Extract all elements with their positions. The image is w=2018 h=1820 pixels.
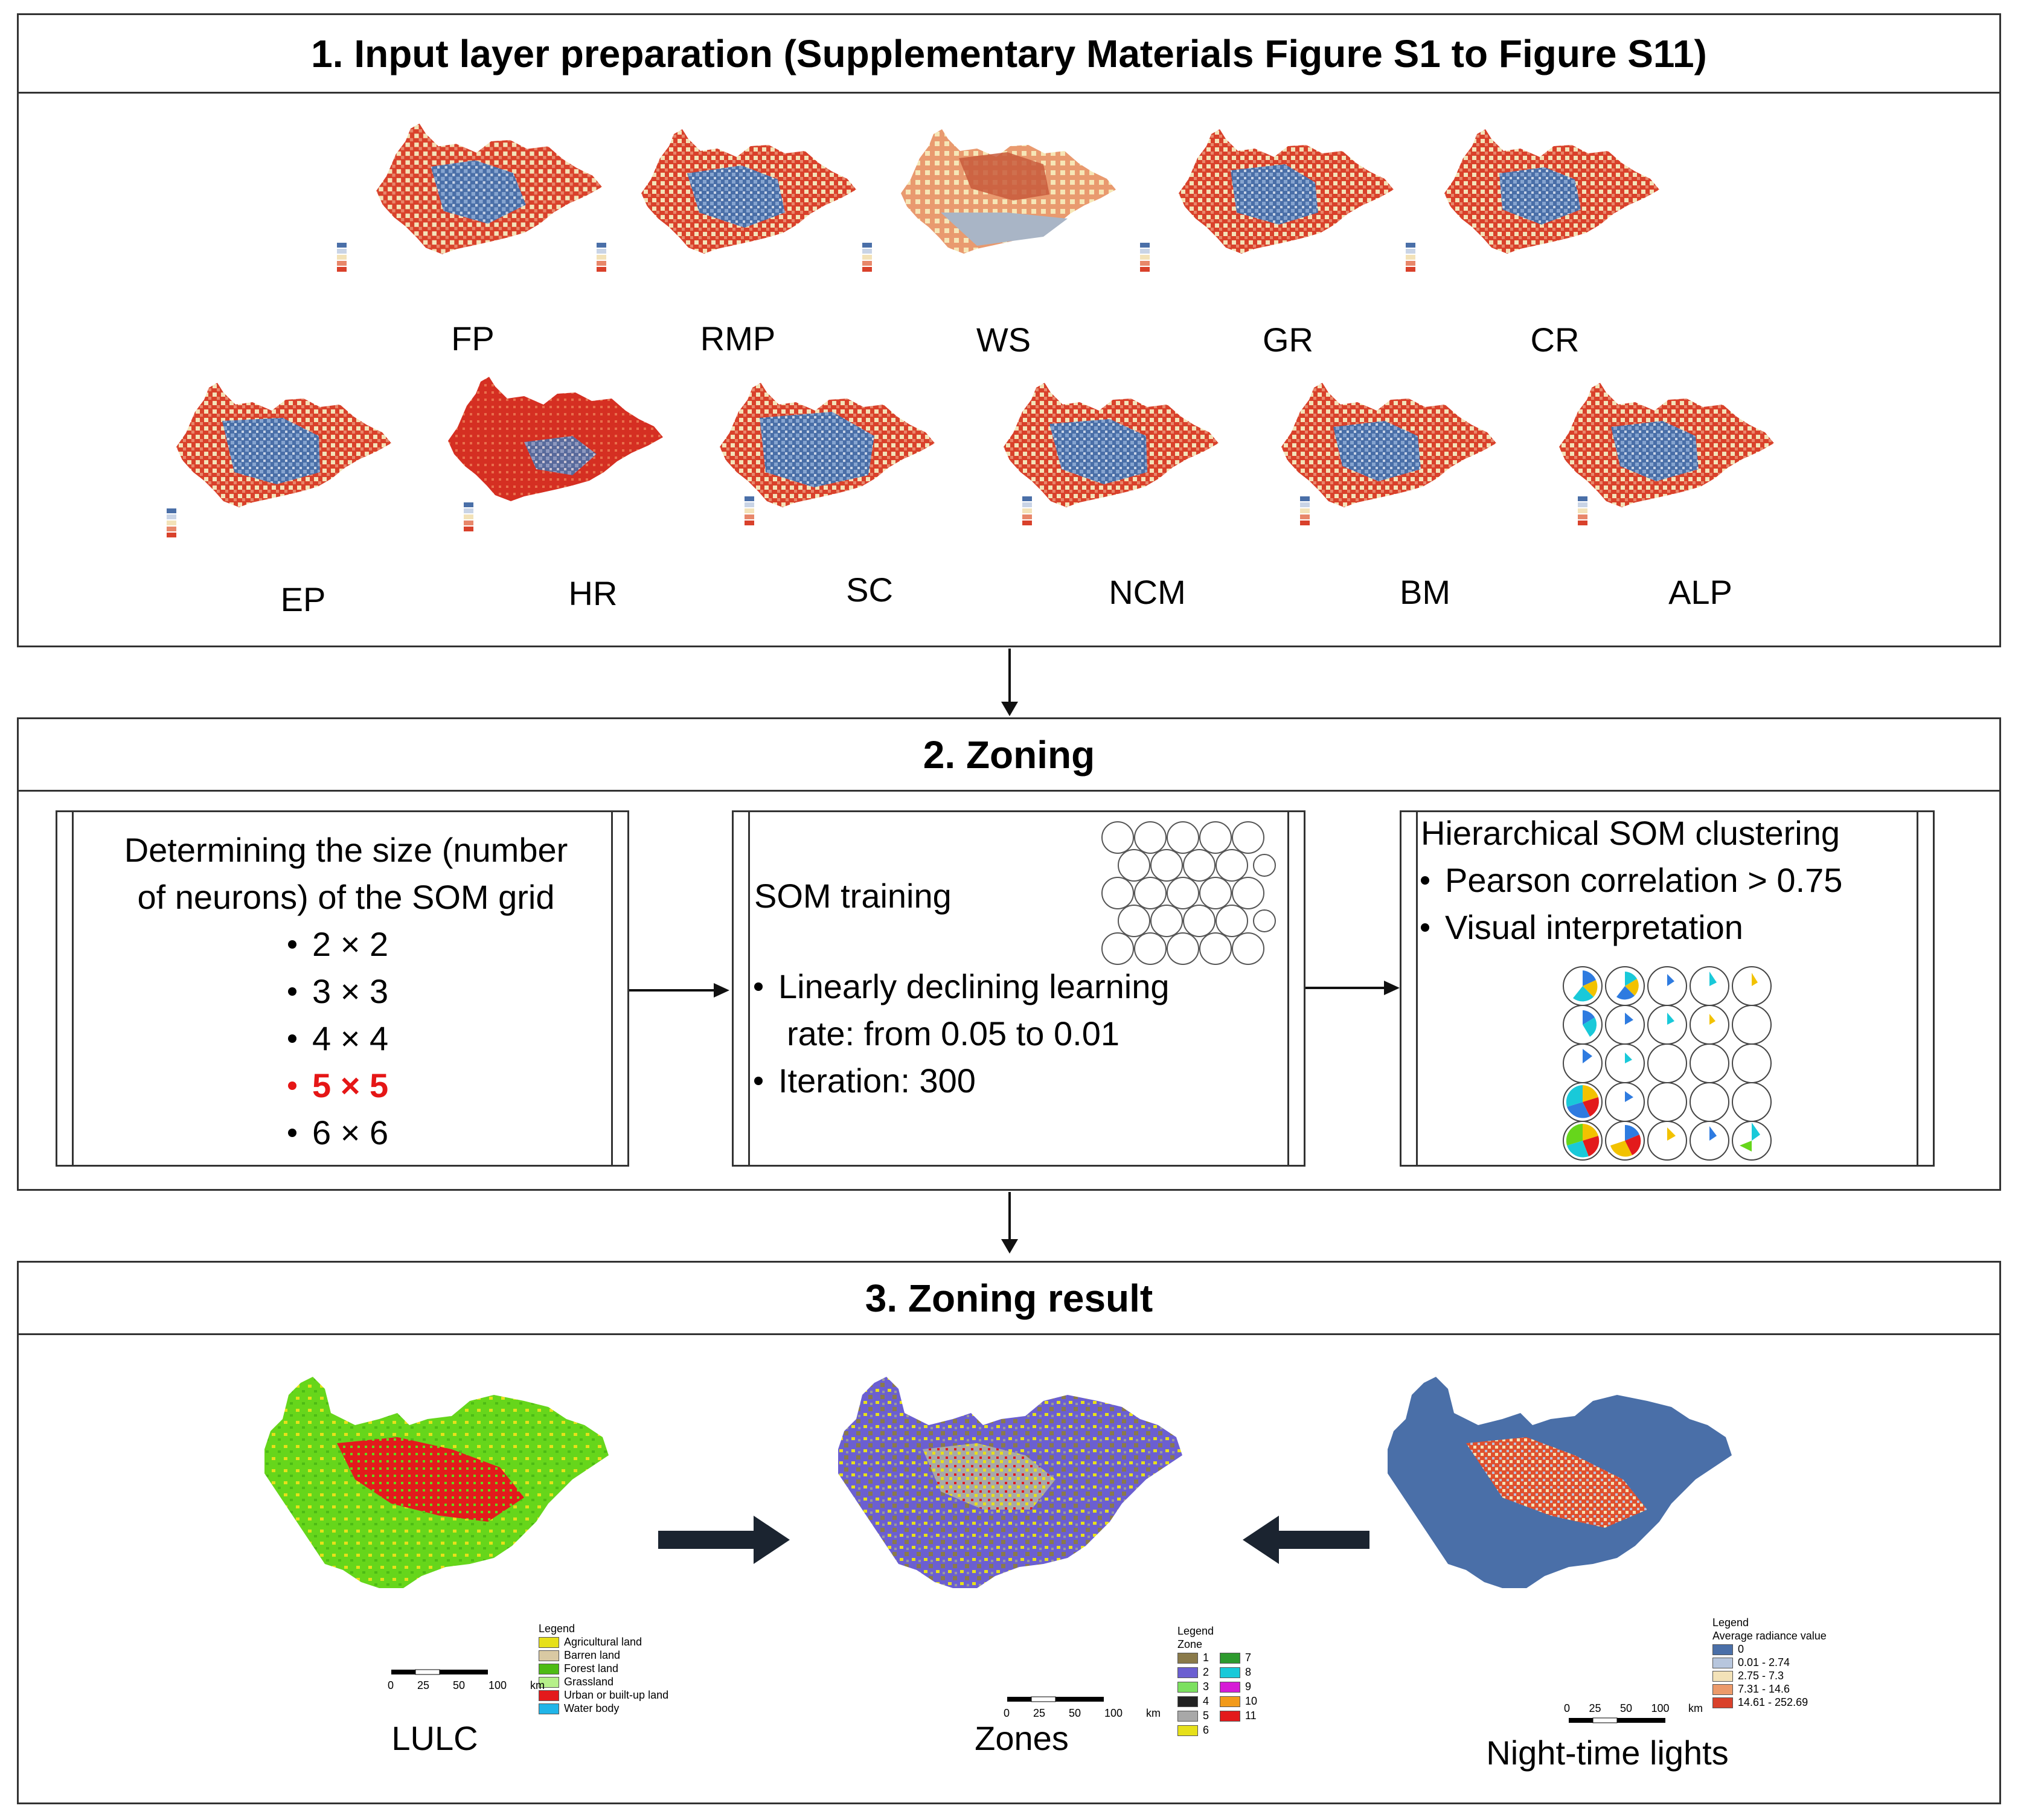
legend-lulc-item: Grassland [564, 1676, 614, 1688]
arrow-training-to-clustering [1305, 981, 1400, 995]
legend-zones-label: Zone [1177, 1638, 1203, 1650]
arrow-ntl-to-zones [1243, 1516, 1369, 1564]
result-maps-svg [264, 1377, 1732, 1723]
section-1-title: 1. Input layer preparation (Supplementar… [19, 15, 1999, 94]
arrow-2-to-3 [1001, 1192, 1018, 1254]
legend-ntl-item: 7.31 - 14.6 [1738, 1683, 1790, 1695]
legend-lulc-item: Forest land [564, 1662, 619, 1674]
scale-labels-zones: 0 25 50 100 km [1004, 1707, 1161, 1719]
map-label-zones: Zones [975, 1719, 1069, 1757]
clustering-bullet-visual: Visual interpretation [1421, 904, 1743, 951]
legend-zone-item: 6 [1203, 1724, 1209, 1736]
scale-bar-lulc [391, 1669, 488, 1675]
panel-som-training: SOM training Linearly declining learning… [732, 810, 1305, 1167]
grid-option-6x6: 6 × 6 [288, 1109, 388, 1156]
map-label-lulc: LULC [391, 1719, 478, 1757]
mini-legends [167, 243, 1587, 537]
map-label-rmp: RMP [700, 319, 776, 357]
som-cluster-icon [1563, 966, 1772, 1161]
legend-zone-item: 7 [1245, 1652, 1252, 1664]
map-zones [838, 1377, 1182, 1588]
map-label-night-time-lights: Night-time lights [1486, 1734, 1729, 1772]
clustering-title: Hierarchical SOM clustering [1421, 814, 1840, 852]
map-cr [1444, 129, 1659, 254]
legend-zone-item: 11 [1245, 1709, 1257, 1722]
map-hr [448, 377, 663, 501]
map-label-alp: ALP [1668, 573, 1732, 611]
legend-lulc-title: Legend [539, 1623, 575, 1635]
map-alp [1559, 383, 1774, 507]
legend-lulc-item: Barren land [564, 1649, 621, 1661]
map-label-ws: WS [976, 321, 1031, 359]
arrow-grid-to-training [629, 983, 729, 998]
map-ep [176, 383, 391, 507]
legend-ntl-item: 0.01 - 2.74 [1738, 1656, 1790, 1668]
map-ws [901, 129, 1116, 254]
grid-size-line2: of neurons) of the SOM grid [137, 878, 555, 916]
legend-zone-item: 8 [1245, 1666, 1252, 1678]
map-label-gr: GR [1263, 321, 1313, 359]
legend-ntl-item: 2.75 - 7.3 [1738, 1670, 1784, 1682]
section-3-title: 3. Zoning result [19, 1263, 1999, 1335]
legend-lulc: Legend Agricultural land Barren land For… [539, 1622, 668, 1715]
grid-option-2x2: 2 × 2 [288, 921, 388, 968]
legend-zone-item: 3 [1203, 1681, 1209, 1693]
map-label-ncm: NCM [1109, 573, 1186, 611]
clustering-bullet-pearson: Pearson correlation > 0.75 [1421, 857, 1842, 904]
map-night-time-lights [1388, 1377, 1732, 1588]
map-sc [720, 383, 935, 507]
legend-zone-item: 2 [1203, 1666, 1209, 1678]
legend-zones: Legend Zone 1 7 2 8 3 9 4 10 5 11 6 [1177, 1624, 1262, 1737]
map-label-cr: CR [1530, 321, 1580, 359]
legend-ntl: Legend Average radiance value 0 0.01 - 2… [1712, 1616, 1827, 1709]
map-lulc [264, 1377, 609, 1588]
legend-ntl-subtitle: Average radiance value [1712, 1630, 1827, 1642]
legend-ntl-item: 0 [1738, 1643, 1744, 1655]
grid-option-4x4: 4 × 4 [288, 1015, 388, 1062]
panel-hierarchical-clustering: Hierarchical SOM clustering Pearson corr… [1400, 810, 1935, 1167]
legend-lulc-item: Water body [564, 1702, 620, 1714]
section-input-layer: 1. Input layer preparation (Supplementar… [17, 13, 2001, 647]
scale-labels-lulc: 0 25 50 100 km [388, 1679, 545, 1691]
map-gr [1179, 129, 1394, 254]
scale-bar-zones [1007, 1696, 1104, 1702]
map-rmp [641, 129, 856, 254]
som-grid-icon [1101, 821, 1276, 965]
training-bullet-learning-rate-cont: rate: from 0.05 to 0.01 [787, 1014, 1120, 1053]
legend-zone-item: 10 [1245, 1695, 1258, 1707]
map-label-hr: HR [568, 574, 618, 612]
training-bullet-iteration: Iteration: 300 [754, 1057, 976, 1104]
map-label-fp: FP [451, 319, 495, 357]
map-bm [1281, 383, 1496, 507]
legend-zones-title: Legend [1177, 1625, 1214, 1637]
map-fp [376, 123, 602, 254]
legend-ntl-item: 14.61 - 252.69 [1738, 1696, 1808, 1708]
grid-option-3x3: 3 × 3 [288, 968, 388, 1015]
grid-option-5x5-selected: 5 × 5 [288, 1062, 388, 1109]
panel-grid-size: Determining the size (number of neurons)… [56, 810, 629, 1167]
arrow-lulc-to-zones [658, 1516, 790, 1564]
legend-zone-item: 9 [1245, 1681, 1252, 1693]
legend-lulc-item: Urban or built-up land [564, 1689, 669, 1701]
legend-zone-item: 1 [1203, 1652, 1209, 1664]
legend-zone-item: 4 [1203, 1695, 1209, 1707]
map-ncm [1004, 383, 1219, 507]
legend-lulc-item: Agricultural land [564, 1636, 642, 1648]
map-label-bm: BM [1400, 573, 1450, 611]
grid-size-line1: Determining the size (number [124, 831, 568, 869]
scale-bar-ntl [1569, 1717, 1665, 1723]
map-label-sc: SC [846, 571, 893, 609]
map-label-ep: EP [280, 580, 326, 618]
legend-ntl-title: Legend [1712, 1617, 1749, 1629]
training-bullet-learning-rate: Linearly declining learning [754, 963, 1170, 1010]
scale-labels-ntl: 0 25 50 100 km [1564, 1702, 1703, 1714]
training-title: SOM training [754, 877, 952, 915]
section-2-title: 2. Zoning [19, 719, 1999, 792]
legend-zone-item: 5 [1203, 1709, 1209, 1722]
input-maps-svg [167, 123, 1774, 537]
arrow-1-to-2 [1001, 649, 1018, 716]
